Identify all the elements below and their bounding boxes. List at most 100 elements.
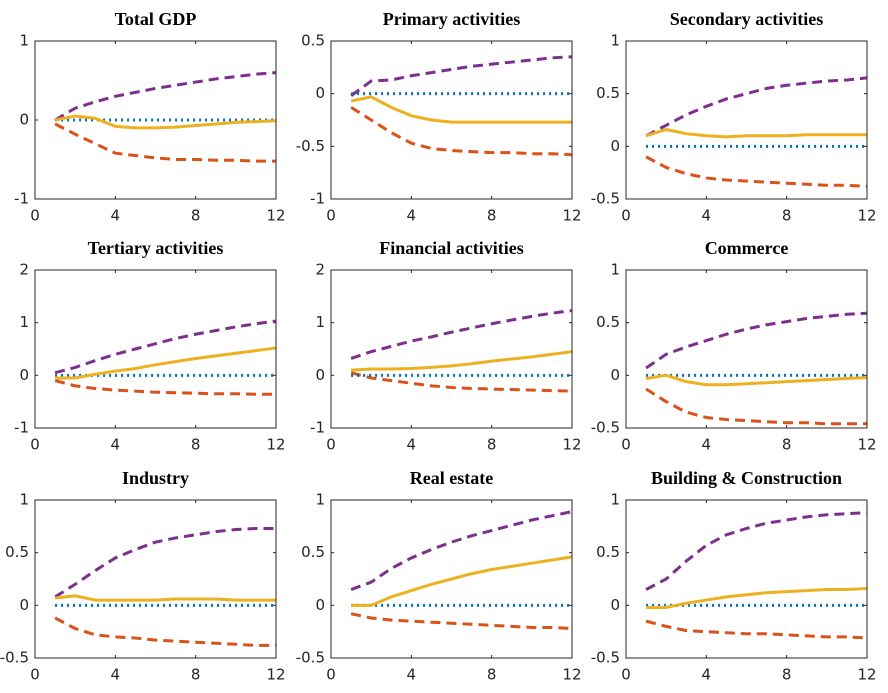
x-tick-label: 8 <box>487 436 497 454</box>
axes-frame <box>34 269 277 429</box>
subplot-title: Primary activities <box>383 9 520 29</box>
y-tick-label: -0.5 <box>591 649 620 667</box>
series-line <box>645 619 868 640</box>
y-tick-label: 2 <box>19 261 29 279</box>
series-line <box>350 612 573 631</box>
subplot-title: Total GDP <box>115 9 197 29</box>
series-line <box>54 594 276 602</box>
series-line <box>645 127 867 139</box>
x-tick-label: 8 <box>487 666 497 684</box>
subplot-title: Building & Construction <box>651 468 842 488</box>
series-line <box>645 76 868 138</box>
series-line <box>54 319 277 375</box>
x-tick-label: 0 <box>621 207 631 225</box>
series-line <box>645 511 868 591</box>
x-tick-label: 0 <box>30 666 40 684</box>
x-tick-label: 4 <box>111 666 121 684</box>
y-tick-label: -0.5 <box>591 190 620 208</box>
series-line <box>645 311 868 370</box>
x-tick-label: 12 <box>266 666 285 684</box>
x-tick-label: 12 <box>266 207 285 225</box>
x-tick-label: 12 <box>266 436 285 454</box>
y-tick-label: 0 <box>19 366 29 384</box>
x-tick-label: 8 <box>782 436 792 454</box>
x-tick-label: 4 <box>702 666 712 684</box>
x-tick-label: 4 <box>702 436 712 454</box>
series-line <box>350 55 573 97</box>
y-tick-label: 1 <box>19 491 29 509</box>
x-tick-label: 4 <box>111 436 121 454</box>
subplot-title: Tertiary activities <box>88 238 224 258</box>
axes-frame <box>330 499 573 659</box>
y-tick-label: -1 <box>14 419 29 437</box>
axes-frame <box>34 499 277 659</box>
y-tick-label: -1 <box>14 190 29 208</box>
y-tick-label: 0.5 <box>596 84 620 102</box>
series-line <box>54 616 276 647</box>
x-tick-label: 12 <box>857 207 876 225</box>
x-tick-label: 0 <box>326 666 336 684</box>
x-tick-label: 12 <box>562 436 581 454</box>
series-line <box>350 510 573 591</box>
y-tick-label: 1 <box>610 32 620 50</box>
subplot-title: Commerce <box>705 238 789 258</box>
y-tick-label: 0 <box>610 366 620 384</box>
y-tick-label: 0 <box>610 596 620 614</box>
series-line <box>55 346 277 380</box>
series-line <box>54 526 276 599</box>
subplot-title: Real estate <box>410 468 493 488</box>
series-line <box>351 555 573 607</box>
y-tick-label: 2 <box>315 261 325 279</box>
y-tick-label: -0.5 <box>591 419 620 437</box>
x-tick-label: 0 <box>30 207 40 225</box>
y-tick-label: 0.5 <box>301 32 325 50</box>
x-tick-label: 4 <box>407 436 417 454</box>
axes-frame <box>625 269 868 429</box>
x-tick-label: 0 <box>326 436 336 454</box>
y-tick-label: 0.5 <box>301 543 325 561</box>
series-line <box>350 309 573 360</box>
x-tick-label: 0 <box>621 666 631 684</box>
series-line <box>351 350 573 372</box>
x-tick-label: 4 <box>407 207 417 225</box>
x-tick-label: 8 <box>191 207 201 225</box>
axes-frame <box>330 269 573 429</box>
x-tick-label: 0 <box>326 207 336 225</box>
y-tick-label: 1 <box>19 32 29 50</box>
x-tick-label: 12 <box>562 207 581 225</box>
series-line <box>645 373 868 387</box>
series-line <box>645 387 867 426</box>
series-line <box>54 71 277 122</box>
y-tick-label: 0 <box>315 84 325 102</box>
series-line <box>350 106 573 157</box>
subplot-title: Secondary activities <box>670 9 823 29</box>
x-tick-label: 4 <box>111 207 121 225</box>
x-tick-label: 8 <box>782 666 792 684</box>
series-line <box>54 379 276 396</box>
x-tick-label: 4 <box>702 207 712 225</box>
x-tick-label: 0 <box>30 436 40 454</box>
y-tick-label: 0 <box>610 137 620 155</box>
y-tick-label: 0 <box>315 596 325 614</box>
x-tick-label: 8 <box>782 207 792 225</box>
y-tick-label: 1 <box>19 313 29 331</box>
series-line <box>645 155 868 188</box>
subplot-title: Financial activities <box>379 238 523 258</box>
y-tick-label: 0 <box>315 366 325 384</box>
y-tick-label: -1 <box>310 419 325 437</box>
x-tick-label: 4 <box>407 666 417 684</box>
y-tick-label: 1 <box>610 491 620 509</box>
y-tick-label: 0.5 <box>596 313 620 331</box>
axes-frame <box>34 40 277 200</box>
series-line <box>54 122 276 163</box>
axes-frame <box>625 499 868 659</box>
y-tick-label: 0 <box>19 111 29 129</box>
series-line <box>646 586 868 609</box>
x-tick-label: 8 <box>191 436 201 454</box>
x-tick-label: 0 <box>621 436 631 454</box>
y-tick-label: 1 <box>315 313 325 331</box>
axes-frame <box>330 40 573 200</box>
y-tick-label: 0.5 <box>596 543 620 561</box>
x-tick-label: 12 <box>857 666 876 684</box>
